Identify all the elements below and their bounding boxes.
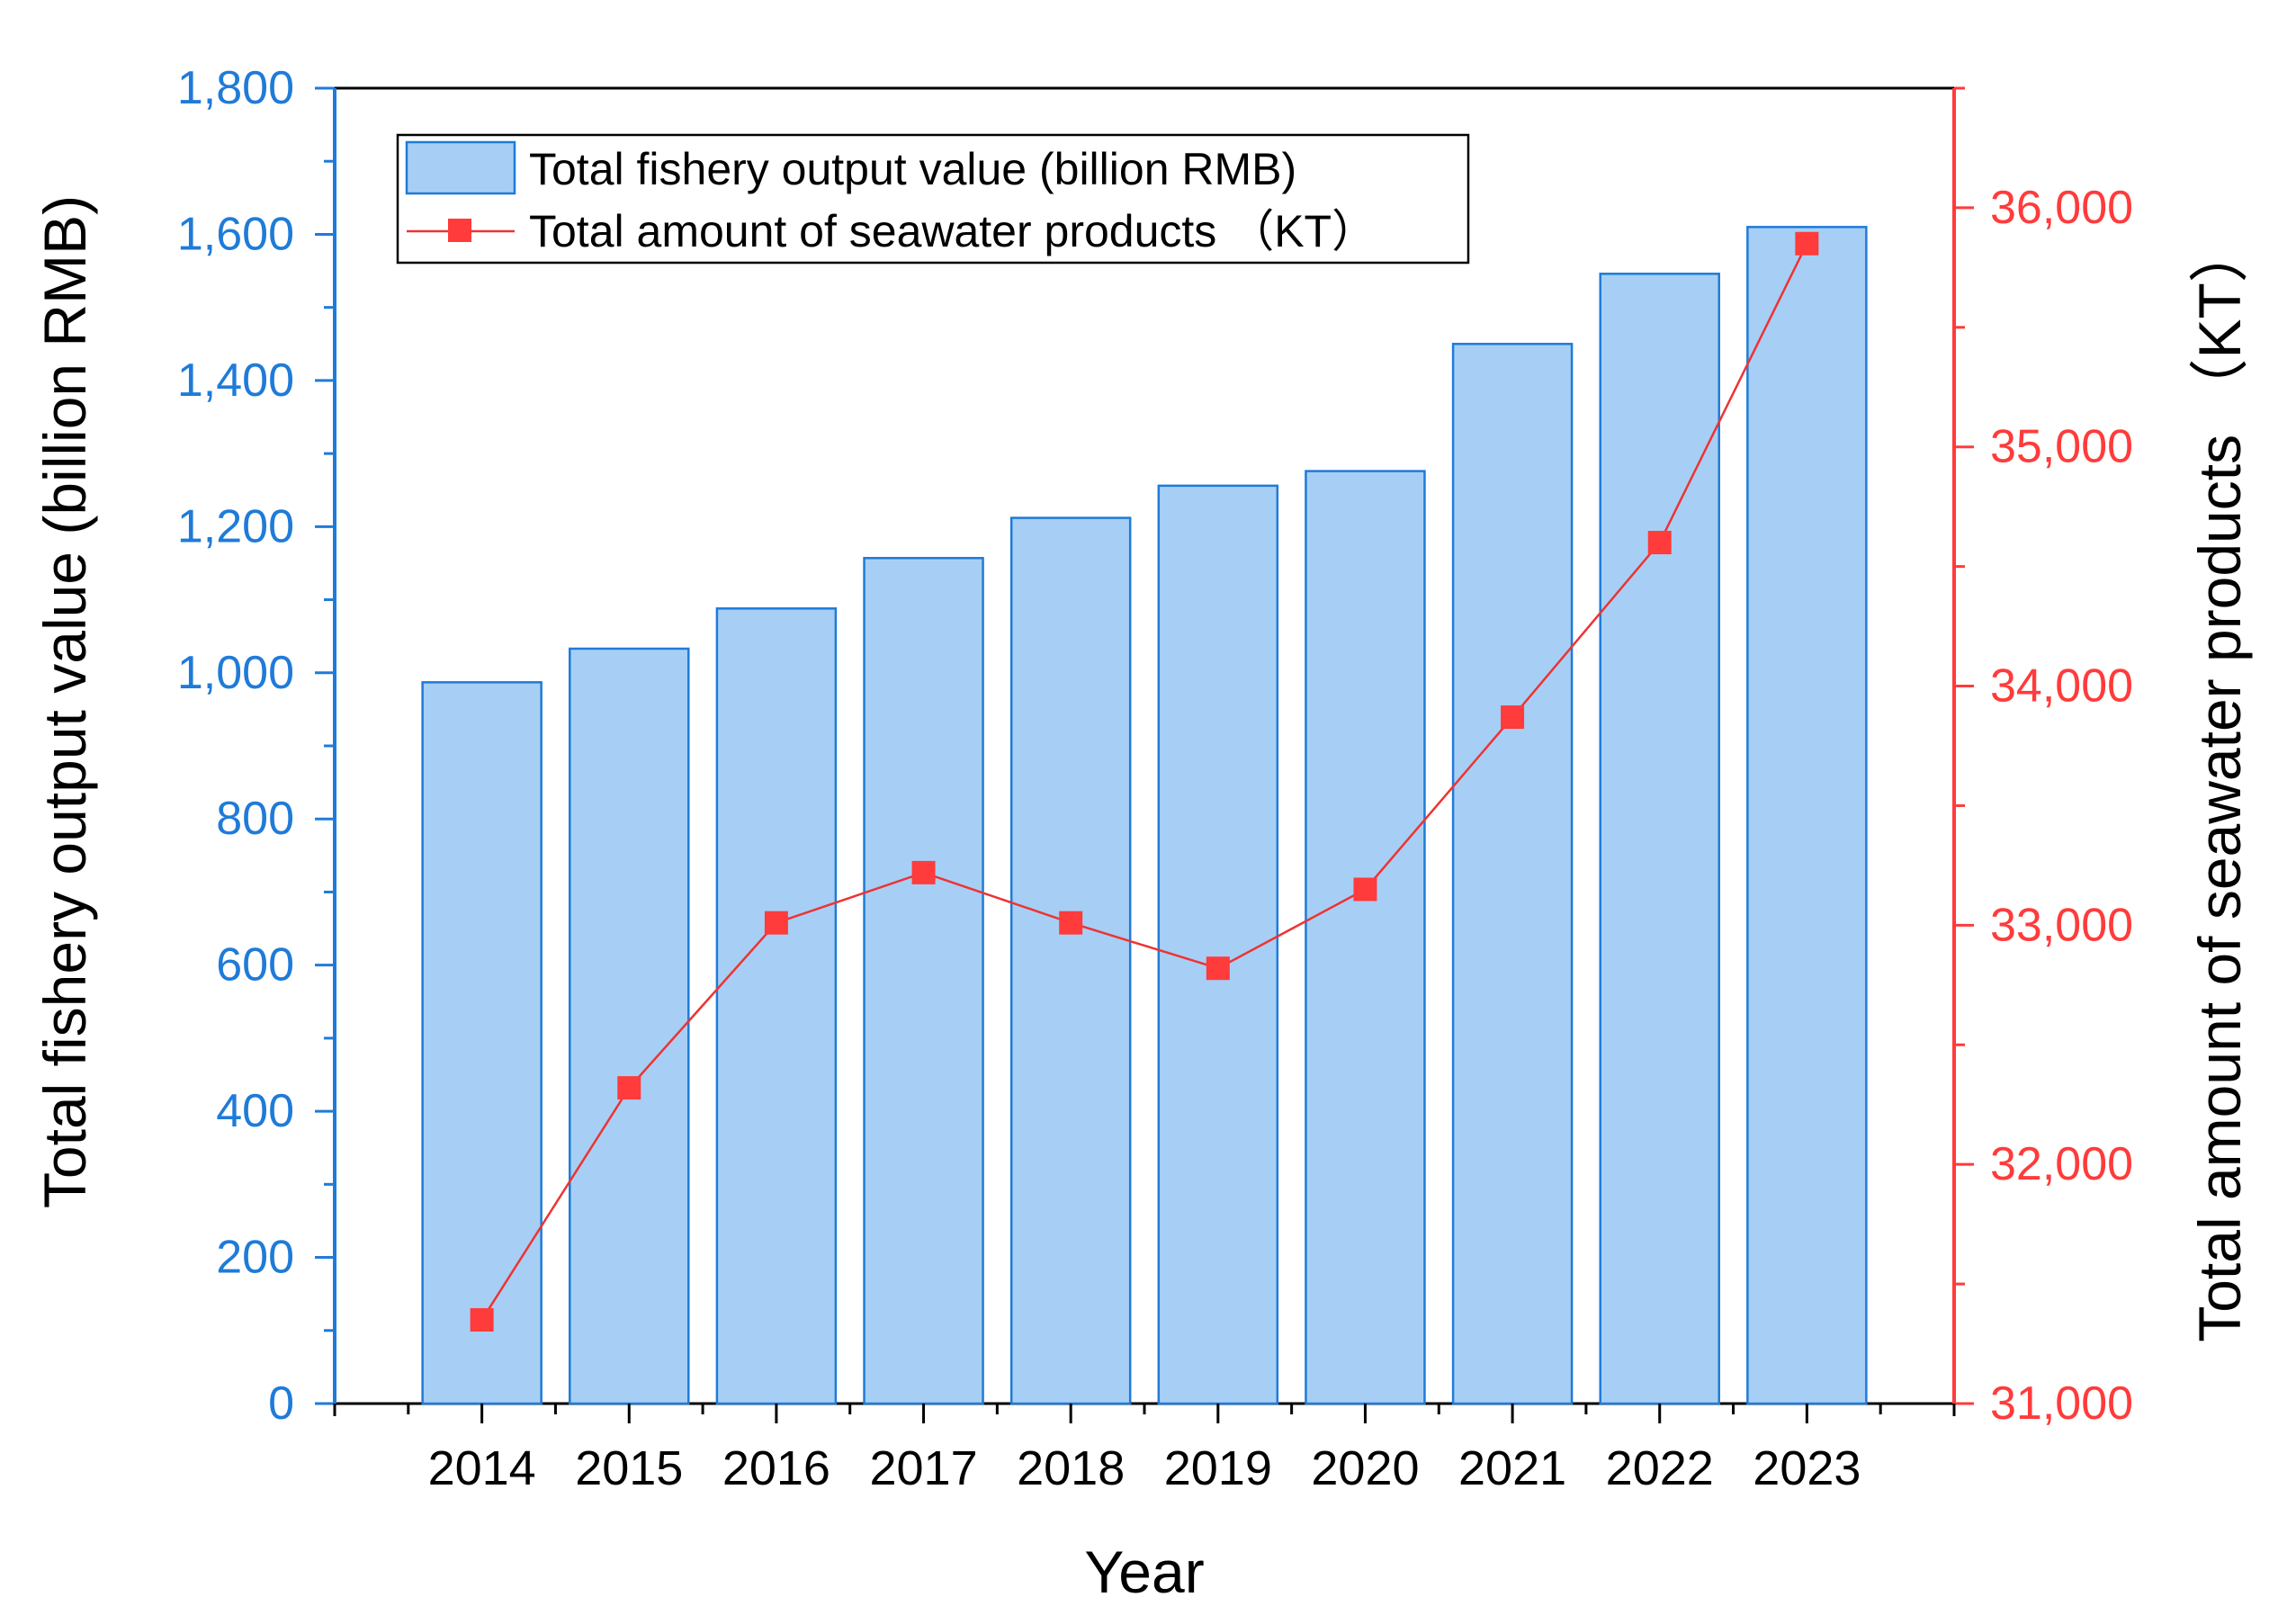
left-tick-label: 600 <box>216 939 294 991</box>
x-tick-label: 2023 <box>1753 1441 1861 1495</box>
bars-group <box>421 226 1868 1405</box>
marker-2017 <box>911 860 936 884</box>
bar-2018 <box>1009 516 1132 1405</box>
y-axis-title: Total fishery output value (billion RMB) <box>31 195 98 1208</box>
left-tick-label: 1,600 <box>177 208 294 260</box>
left-tick-label: 1,200 <box>177 500 294 552</box>
x-tick-label: 2020 <box>1311 1441 1419 1495</box>
marker-2014 <box>470 1307 494 1332</box>
legend-line-label: Total amount of seawater products （KT） <box>529 206 1377 256</box>
bar-2016 <box>715 607 838 1405</box>
legend-box <box>396 133 1470 265</box>
marker-2015 <box>617 1076 641 1100</box>
left-tick-label: 200 <box>216 1232 294 1284</box>
bar-2017 <box>863 557 984 1405</box>
x-tick-label: 2022 <box>1606 1441 1714 1495</box>
legend-marker-swatch <box>448 219 471 242</box>
marker-2019 <box>1206 956 1230 981</box>
bar-2023 <box>1746 226 1868 1405</box>
x-tick-label: 2018 <box>1017 1441 1125 1495</box>
bar-2014 <box>421 681 543 1405</box>
right-axis: 31,000 32,000 33,000 34,000 35,000 36,000 <box>1952 86 2133 1430</box>
bar-2020 <box>1305 470 1426 1405</box>
x-axis-title: Year <box>1084 1539 1204 1605</box>
x-tick-label: 2016 <box>722 1441 830 1495</box>
bar-2021 <box>1451 343 1574 1405</box>
right-tick-label: 36,000 <box>1990 182 2133 234</box>
marker-2016 <box>764 911 788 935</box>
marker-2022 <box>1647 531 1672 555</box>
left-tick-label: 0 <box>268 1377 294 1430</box>
left-tick-label: 800 <box>216 793 294 845</box>
left-tick-label: 1,800 <box>177 62 294 114</box>
right-tick-label: 32,000 <box>1990 1138 2133 1190</box>
bar-2019 <box>1157 484 1279 1405</box>
left-tick-label: 400 <box>216 1085 294 1137</box>
x-tick-label: 2019 <box>1164 1441 1272 1495</box>
x-tick-label: 2021 <box>1458 1441 1566 1495</box>
left-axis: 0 200 400 600 800 1,000 1,200 1,400 1,600 1,800 <box>177 62 336 1430</box>
marker-2020 <box>1353 877 1377 902</box>
x-axis: 2014 2015 2016 2017 2018 2019 2020 2021 2022 2023 <box>333 1404 1956 1495</box>
legend: Total fishery output value (billion RMB)… <box>396 133 1470 265</box>
x-tick-label: 2014 <box>428 1441 536 1495</box>
marker-2023 <box>1795 231 1819 256</box>
marker-2018 <box>1059 911 1083 935</box>
y2-axis-title: Total amount of seawater products （KT） <box>2186 223 2253 1342</box>
left-tick-label: 1,000 <box>177 647 294 699</box>
right-tick-label: 33,000 <box>1990 899 2133 951</box>
x-tick-label: 2017 <box>869 1441 977 1495</box>
right-tick-label: 31,000 <box>1990 1377 2133 1430</box>
bar-2022 <box>1599 273 1720 1405</box>
right-tick-label: 34,000 <box>1990 660 2133 713</box>
right-tick-label: 35,000 <box>1990 421 2133 473</box>
marker-2021 <box>1501 705 1525 730</box>
legend-bar-swatch <box>405 140 516 195</box>
legend-bar-label: Total fishery output value (billion RMB) <box>529 144 1296 194</box>
x-tick-label: 2015 <box>575 1441 683 1495</box>
line-series-group <box>470 231 1819 1332</box>
left-tick-label: 1,400 <box>177 354 294 407</box>
seawater-line <box>480 243 1808 1321</box>
bar-2015 <box>569 647 690 1405</box>
